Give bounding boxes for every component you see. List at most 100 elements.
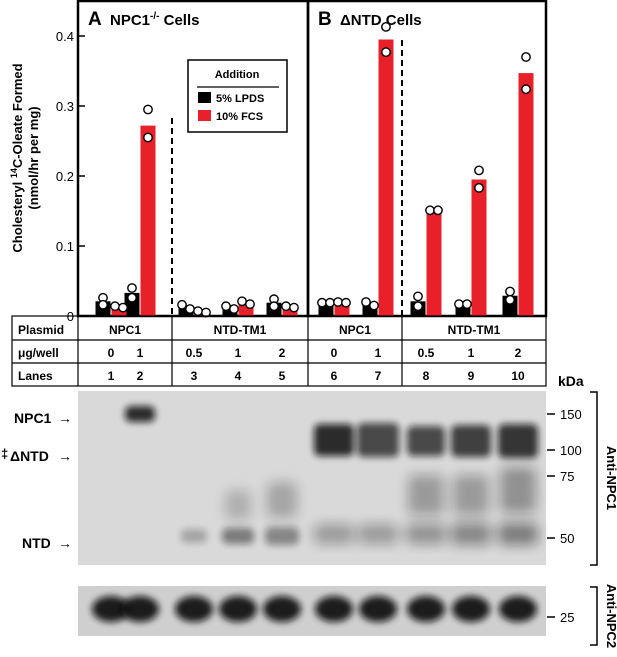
kda-title: kDa	[558, 373, 584, 389]
blot1-band	[314, 524, 354, 544]
blot1-band	[357, 423, 399, 457]
point-lpds-lane-1	[98, 299, 108, 310]
blot1-band	[406, 524, 446, 544]
arrow-dntd-icon: →	[58, 448, 72, 464]
point-fcs-lane-1	[118, 302, 128, 313]
point-fcs-lane-2	[143, 104, 153, 115]
blot1-band	[225, 490, 251, 520]
legend-swatch-fcs	[198, 110, 211, 121]
arrow-ntd-icon: →	[58, 535, 72, 551]
lane-table: Plasmid μg/well Lanes NPC1 NTD-TM1 NPC1 …	[11, 315, 547, 387]
ug-cell: 0.5	[186, 346, 203, 360]
point-lpds-lane-7	[369, 300, 379, 311]
panel-a-frame	[76, 0, 310, 318]
lane-cell: 8	[423, 369, 430, 383]
point-fcs-lane-9	[474, 165, 484, 176]
panel-a-title: NPC1-/- Cells	[110, 11, 200, 29]
blot1-band	[222, 528, 254, 544]
y-axis-label-units: (nmol/hr per mg)	[26, 106, 41, 209]
plasmid-group-1: NPC1	[109, 323, 141, 337]
point-fcs-lane-10	[521, 52, 531, 62]
ug-cell: 0	[108, 346, 115, 360]
bar-fcs-lane-7	[378, 39, 394, 316]
panel-a-letter: A	[88, 9, 102, 30]
plasmid-group-2: NTD-TM1	[214, 323, 267, 337]
blot1-band	[265, 527, 299, 545]
y-tick-label: 0.4	[56, 29, 74, 44]
blot1-band	[451, 523, 491, 545]
ug-cell: 0.5	[418, 346, 435, 360]
bracket-npc2	[590, 586, 598, 646]
blot1-band	[407, 426, 445, 456]
point-lpds-lane-6	[325, 297, 335, 308]
blot2-band	[175, 596, 213, 622]
bar-fcs-lane-5	[282, 306, 298, 316]
blot1-band	[498, 523, 538, 545]
ug-cell: 0	[331, 346, 338, 360]
ug-cell: 2	[279, 346, 286, 360]
arrow-npc1-icon: →	[58, 410, 72, 426]
point-lpds-lane-4	[221, 301, 231, 312]
y-tick-label: 0.3	[56, 99, 74, 114]
panel-a-title-main: NPC1	[110, 12, 150, 29]
y-tick-label: 0.2	[56, 169, 74, 184]
bar-lpds-lane-7	[362, 304, 378, 316]
marker-75: 75	[560, 469, 574, 484]
lane-cell: 1	[108, 369, 115, 383]
blot2-band	[315, 596, 353, 622]
panel-b-letter: B	[318, 9, 332, 30]
row-label-lanes: Lanes	[18, 369, 53, 383]
point-fcs-lane-5	[281, 301, 291, 312]
blot1-band	[498, 424, 538, 458]
point-fcs-lane-1	[110, 301, 120, 312]
point-fcs-lane-6	[341, 297, 351, 308]
blot2-band	[359, 596, 397, 622]
lane-cell: 2	[137, 369, 144, 383]
point-lpds-lane-10	[505, 294, 515, 305]
bar-fcs-lane-2	[140, 125, 156, 316]
band-label-npc1: NPC1	[14, 410, 52, 426]
antibody-npc2: Anti-NPC2	[604, 584, 617, 648]
point-fcs-lane-9	[474, 182, 484, 193]
blot1-band	[358, 524, 398, 544]
point-lpds-lane-6	[317, 297, 327, 308]
point-fcs-lane-10	[521, 84, 531, 95]
legend-title: Addition	[215, 69, 260, 81]
blot2-band	[92, 596, 130, 622]
marker-50: 50	[560, 531, 574, 546]
point-fcs-lane-6	[333, 297, 343, 307]
panel-a-title-rest: Cells	[159, 12, 199, 29]
point-lpds-lane-4	[229, 304, 239, 314]
band-label-ntd: NTD	[22, 535, 51, 551]
point-fcs-lane-4	[237, 296, 247, 307]
blot2-band	[499, 596, 537, 622]
point-lpds-lane-3	[177, 299, 187, 310]
panel-b-title: ΔNTD Cells	[340, 12, 422, 29]
blot1-band	[500, 467, 536, 513]
blot1-band	[125, 406, 155, 422]
row-label-plasmid: Plasmid	[18, 323, 64, 337]
blot1-band	[451, 425, 491, 457]
point-fcs-lane-5	[289, 302, 299, 313]
point-fcs-lane-4	[245, 299, 255, 309]
point-fcs-lane-2	[143, 132, 153, 143]
row-label-ug: μg/well	[18, 346, 59, 360]
point-lpds-lane-3	[185, 304, 195, 314]
point-lpds-lane-2	[127, 292, 137, 303]
point-lpds-lane-2	[127, 283, 137, 293]
bracket-npc1	[590, 391, 598, 566]
y-axis-label-sup: 14	[9, 168, 19, 178]
y-tick-label: 0.1	[56, 239, 74, 254]
plasmid-group-4: NTD-TM1	[448, 323, 501, 337]
lane-cell: 3	[191, 369, 198, 383]
y-axis-label-post: C-Oleate Formed	[10, 63, 25, 168]
lane-cell: 6	[331, 369, 338, 383]
point-fcs-lane-7	[381, 47, 391, 57]
point-lpds-lane-5	[269, 301, 279, 312]
ug-cell: 2	[515, 346, 522, 360]
point-fcs-lane-8	[433, 205, 443, 216]
bar-fcs-lane-8	[426, 213, 442, 316]
band-label-dntd: ΔNTD	[10, 448, 49, 464]
point-lpds-lane-9	[462, 299, 472, 309]
y-axis-label: Cholesteryl 14C-Oleate Formed	[9, 63, 25, 252]
